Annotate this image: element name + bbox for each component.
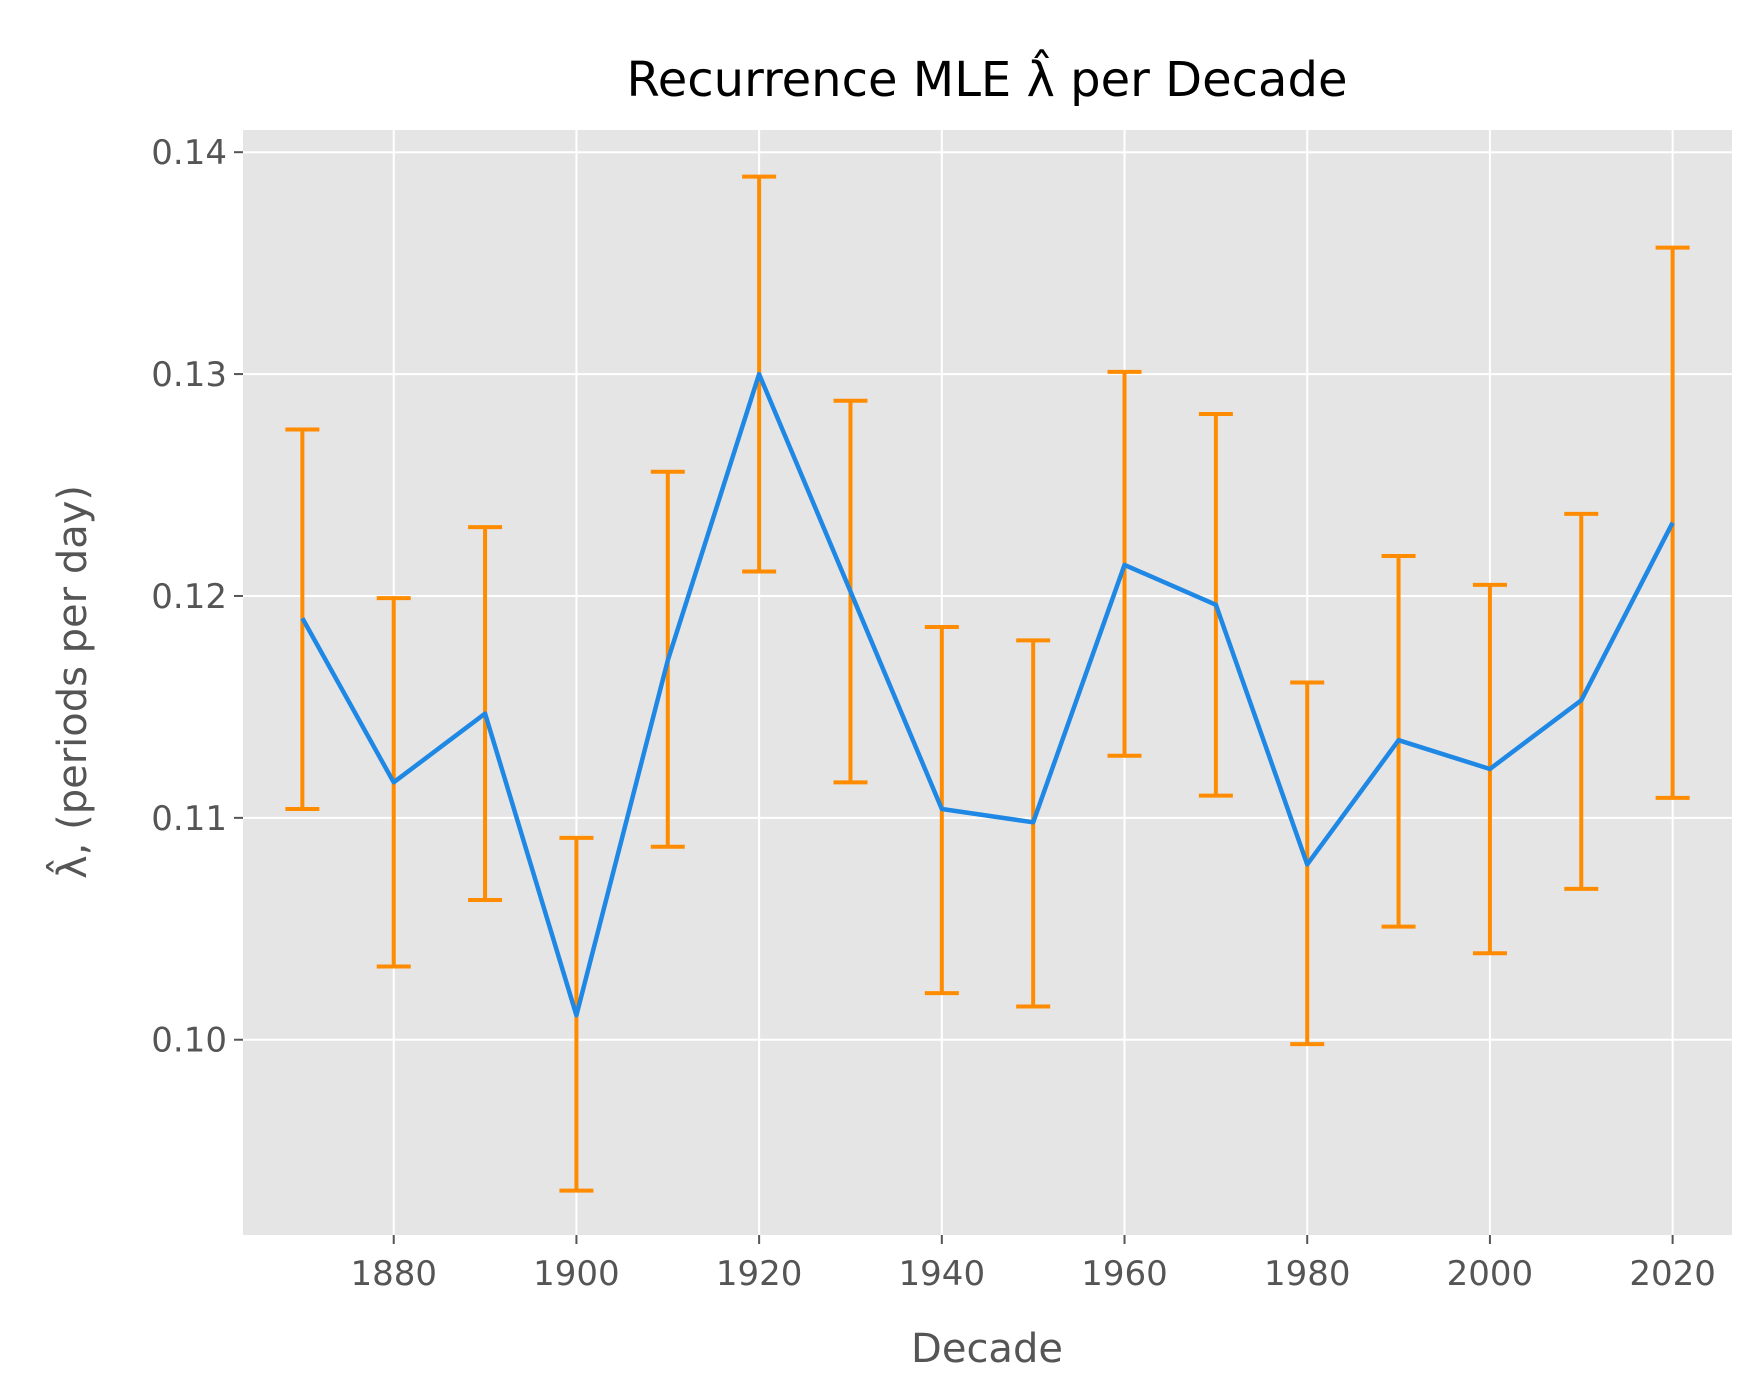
y-tick-label-0.10: 0.10 [151,1021,227,1061]
x-tick-label-1960: 1960 [1081,1254,1168,1294]
labels: Recurrence MLE λ̂ per Decade Decade λ̂, … [46,48,1348,1372]
x-axis-label: Decade [911,1326,1063,1372]
x-tick-label-2000: 2000 [1447,1254,1534,1294]
y-tick-label-0.12: 0.12 [151,577,227,617]
y-tick-label-0.11: 0.11 [151,799,227,839]
y-tick-label-0.14: 0.14 [151,133,227,173]
x-tick-label-1980: 1980 [1264,1254,1351,1294]
series-line-group [300,371,1675,1018]
y-tick-label-0.13: 0.13 [151,355,227,395]
plot-background [243,130,1732,1235]
axes: 1880 1900 1920 1940 1960 1980 2000 2020 0.10 0.11… [151,133,1716,1294]
x-tick-label-1900: 1900 [533,1254,620,1294]
x-tick-label-1880: 1880 [350,1254,437,1294]
x-tick-label-2020: 2020 [1629,1254,1716,1294]
chart-title: Recurrence MLE λ̂ per Decade [627,48,1348,108]
y-axis-label: λ̂, (periods per day) [46,485,96,879]
series-line [300,371,1675,1018]
x-tick-label-1940: 1940 [899,1254,986,1294]
x-tick-label-1920: 1920 [716,1254,803,1294]
